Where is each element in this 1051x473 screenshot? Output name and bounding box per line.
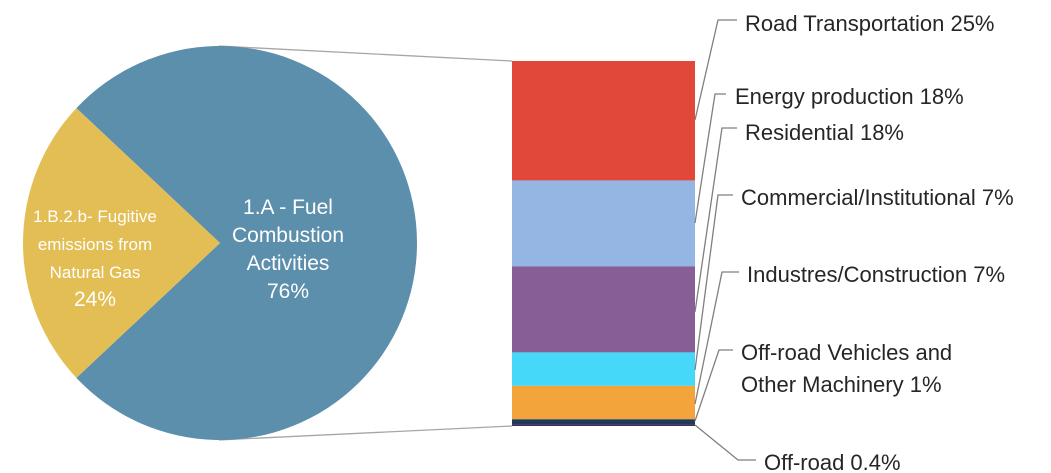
leader-line-energy [694,93,726,224]
bar-label-residential: Residential 18% [745,120,904,145]
bar-label-line: Other Machinery 1% [741,372,942,397]
bar-label-line: Industres/Construction 7% [747,262,1005,287]
bar-segment-offroad [512,424,695,426]
bar-label-line: Residential 18% [745,120,904,145]
bar-label-road: Road Transportation 25% [745,11,995,36]
pie-slice-fugitive [22,108,220,378]
bar-label-line: Commercial/Institutional 7% [741,185,1014,210]
leader-line-offroad-vehicles [694,349,733,422]
bar-label-industries: Industres/Construction 7% [747,262,1005,287]
bar-label-offroad-vehicles: Off-road Vehicles and Other Machinery 1% [741,340,952,397]
pie-label-line: Natural Gas [50,263,141,282]
bar-label-energy: Energy production 18% [735,84,964,109]
pie-label-line: 1.B.2.b- Fugitive [33,207,157,226]
pie-label-line: 24% [74,288,116,311]
data-labels: 1.A - Fuel Combustion Activities 76% 1.B.2.b… [33,11,1014,473]
bar-segment-road [512,61,695,181]
bar-label-line: Off-road 0.4% [764,450,901,473]
bar-segment-offroad-vehicles [512,419,695,425]
bar-label-line: Road Transportation 25% [745,11,995,36]
leader-line-industries [694,271,739,405]
pie-to-bar-connectors [218,45,513,441]
pie-label-line: 76% [267,280,309,303]
pie-label-line: Combustion [232,224,344,247]
leader-line-offroad [694,424,756,461]
leader-lines [694,19,756,461]
bar-segment-energy [512,180,695,267]
bar-label-line: Off-road Vehicles and [741,340,952,365]
connector-line-top [218,45,513,62]
bar-label-commercial: Commercial/Institutional 7% [741,185,1014,210]
pie-slice-fuel [76,45,417,440]
pie-label-line: Activities [247,252,330,275]
bar-label-line: Energy production 18% [735,84,964,109]
pie-label-line: 1.A - Fuel [243,196,333,219]
stacked-bar [512,61,695,426]
connector-line-bottom [218,425,513,441]
leader-line-road [694,19,737,121]
pie-label-fugitive: 1.B.2.b- Fugitive emissions from Natural G… [33,207,157,311]
bar-segment-residential [512,266,695,353]
bar-label-offroad: Off-road 0.4% [764,450,901,473]
pie-label-fuel: 1.A - Fuel Combustion Activities 76% [232,196,344,303]
pie [22,45,417,440]
pie-label-line: emissions from [38,235,152,254]
leader-line-commercial [694,194,733,371]
leader-line-residential [694,127,737,313]
bar-segment-commercial [512,352,695,386]
bar-segment-industries [512,385,695,420]
